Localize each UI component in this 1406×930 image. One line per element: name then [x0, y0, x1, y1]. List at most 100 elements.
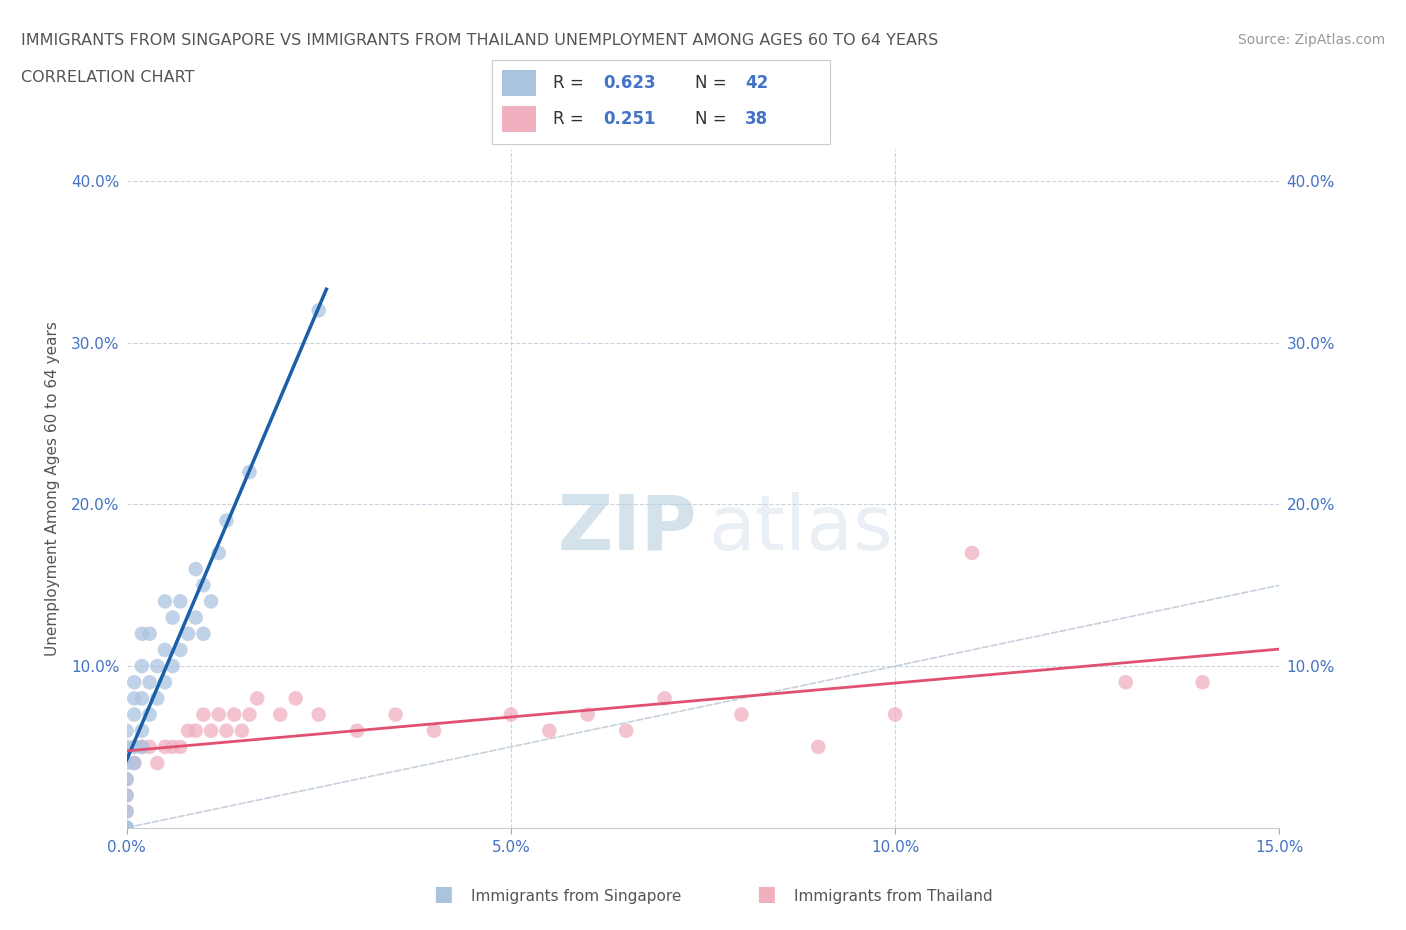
Point: [246, 691, 269, 706]
Point: [146, 658, 169, 673]
Point: [153, 643, 176, 658]
Point: [284, 691, 307, 706]
Text: 0.251: 0.251: [603, 110, 657, 128]
Point: [115, 820, 138, 835]
Point: [193, 626, 215, 641]
Point: [614, 724, 637, 738]
Point: [184, 610, 207, 625]
Point: [122, 755, 145, 770]
Point: [208, 546, 231, 561]
Point: [231, 724, 253, 738]
Point: [122, 707, 145, 722]
Point: [238, 707, 260, 722]
Point: [131, 739, 153, 754]
Point: [184, 562, 207, 577]
Point: [238, 465, 260, 480]
Point: [169, 643, 191, 658]
Point: [208, 707, 231, 722]
Bar: [502, 71, 536, 96]
Point: [269, 707, 291, 722]
Point: [224, 707, 246, 722]
Point: [308, 707, 330, 722]
Text: ■: ■: [756, 884, 776, 904]
Point: [884, 707, 907, 722]
Point: [215, 513, 238, 528]
Point: [115, 804, 138, 819]
Text: Immigrants from Singapore: Immigrants from Singapore: [471, 889, 682, 904]
Point: [654, 691, 676, 706]
Point: [131, 739, 153, 754]
Point: [115, 820, 138, 835]
Point: [115, 820, 138, 835]
Point: [115, 724, 138, 738]
Point: [215, 724, 238, 738]
Point: [115, 804, 138, 819]
Bar: [502, 107, 536, 132]
Point: [169, 594, 191, 609]
Point: [138, 626, 160, 641]
Text: ■: ■: [433, 884, 453, 904]
Point: [807, 739, 830, 754]
Point: [138, 739, 160, 754]
Point: [730, 707, 752, 722]
Text: ZIP: ZIP: [558, 492, 697, 566]
Y-axis label: Unemployment Among Ages 60 to 64 years: Unemployment Among Ages 60 to 64 years: [45, 321, 60, 656]
Point: [193, 578, 215, 592]
Point: [115, 820, 138, 835]
Point: [1191, 675, 1213, 690]
Text: N =: N =: [695, 74, 731, 92]
Point: [960, 546, 983, 561]
Point: [115, 739, 138, 754]
Point: [184, 724, 207, 738]
Point: [1115, 675, 1137, 690]
Point: [346, 724, 368, 738]
Point: [162, 739, 184, 754]
Text: Source: ZipAtlas.com: Source: ZipAtlas.com: [1237, 33, 1385, 46]
Text: CORRELATION CHART: CORRELATION CHART: [21, 70, 194, 85]
Point: [423, 724, 446, 738]
Text: 38: 38: [745, 110, 768, 128]
Point: [115, 788, 138, 803]
Text: 0.623: 0.623: [603, 74, 657, 92]
Point: [576, 707, 599, 722]
Text: R =: R =: [553, 110, 589, 128]
Point: [131, 691, 153, 706]
Point: [499, 707, 522, 722]
Point: [177, 626, 200, 641]
Point: [115, 772, 138, 787]
Point: [115, 788, 138, 803]
Point: [122, 691, 145, 706]
Point: [146, 691, 169, 706]
Point: [146, 755, 169, 770]
Point: [538, 724, 561, 738]
Point: [384, 707, 406, 722]
Point: [162, 610, 184, 625]
Point: [122, 739, 145, 754]
Point: [162, 658, 184, 673]
Point: [153, 594, 176, 609]
Point: [131, 724, 153, 738]
Point: [138, 707, 160, 722]
Point: [200, 594, 222, 609]
Point: [131, 658, 153, 673]
Text: IMMIGRANTS FROM SINGAPORE VS IMMIGRANTS FROM THAILAND UNEMPLOYMENT AMONG AGES 60: IMMIGRANTS FROM SINGAPORE VS IMMIGRANTS …: [21, 33, 938, 47]
Text: Immigrants from Thailand: Immigrants from Thailand: [794, 889, 993, 904]
Text: 42: 42: [745, 74, 769, 92]
Text: R =: R =: [553, 74, 589, 92]
Point: [115, 755, 138, 770]
Point: [122, 755, 145, 770]
Point: [131, 626, 153, 641]
Point: [169, 739, 191, 754]
Text: atlas: atlas: [709, 492, 894, 566]
Point: [177, 724, 200, 738]
Text: N =: N =: [695, 110, 731, 128]
Point: [115, 820, 138, 835]
Point: [122, 675, 145, 690]
Point: [138, 675, 160, 690]
Point: [153, 675, 176, 690]
Point: [153, 739, 176, 754]
Point: [193, 707, 215, 722]
Point: [115, 772, 138, 787]
Point: [308, 303, 330, 318]
Point: [200, 724, 222, 738]
